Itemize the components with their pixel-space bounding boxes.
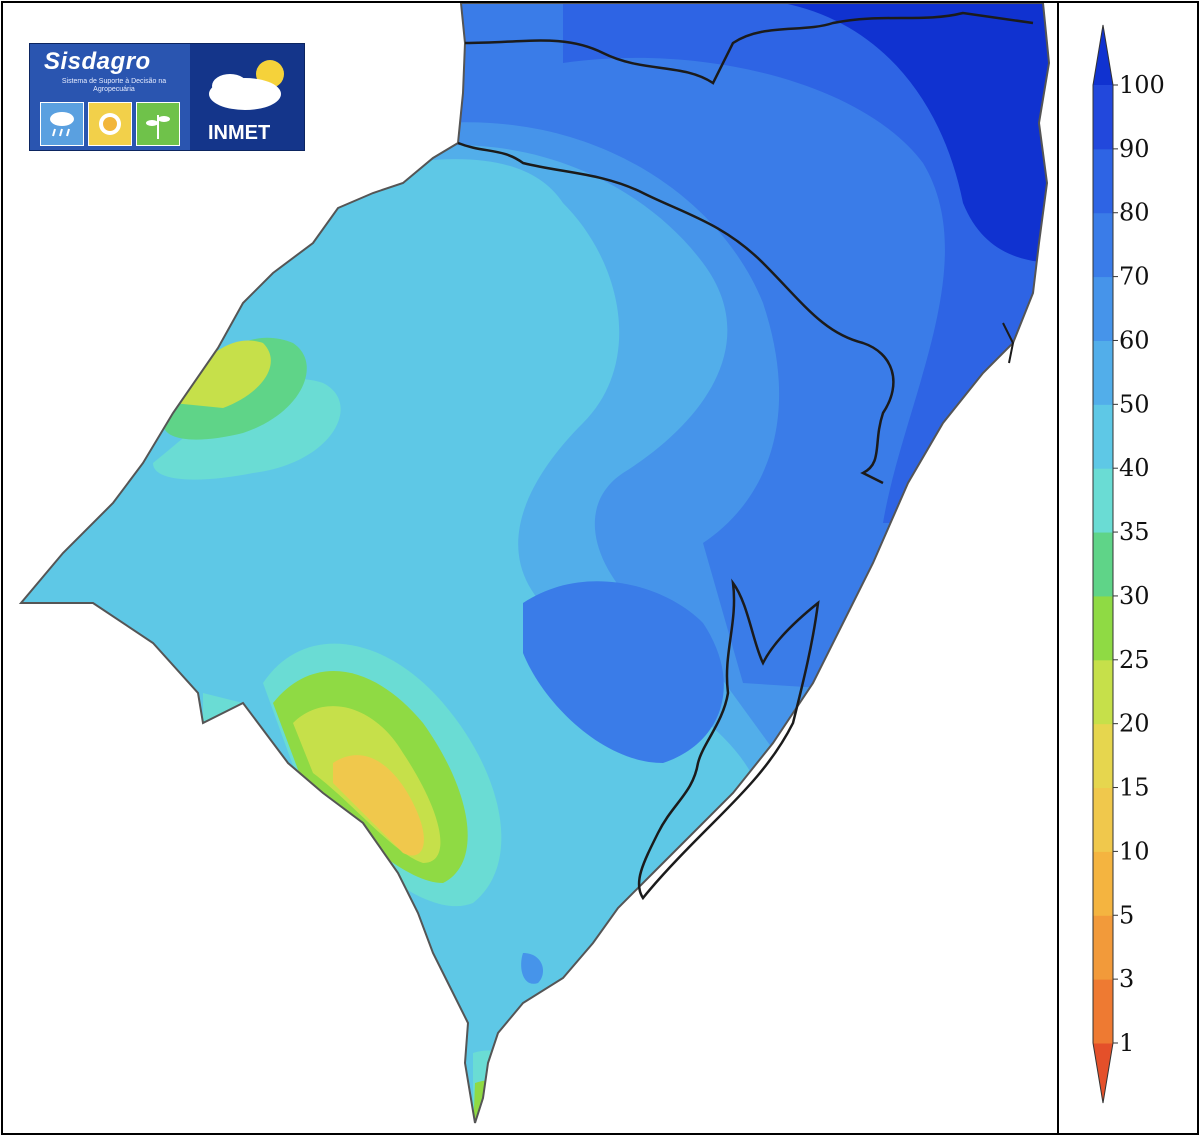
legend-bin-min bbox=[1093, 1043, 1113, 1103]
legend-bin bbox=[1093, 276, 1113, 341]
lagoa-dos-patos bbox=[637, 578, 820, 901]
legend-tick-label: 15 bbox=[1119, 774, 1150, 802]
legend-bin bbox=[1093, 212, 1113, 278]
legend-bin bbox=[1093, 979, 1113, 1044]
legend-tick-label: 70 bbox=[1119, 263, 1150, 291]
legend-tick-label: 5 bbox=[1119, 901, 1134, 929]
logo-agency: INMET bbox=[208, 122, 271, 144]
legend-bin bbox=[1093, 148, 1113, 214]
legend-tick-label: 20 bbox=[1119, 710, 1150, 738]
legend-tick-label: 100 bbox=[1119, 71, 1165, 99]
legend-bin bbox=[1093, 723, 1113, 789]
state-border-north bbox=[464, 11, 1034, 85]
map-panel: Sisdagro Sistema de Suporte à Decisão na… bbox=[1, 1, 1059, 1135]
coastline bbox=[18, 3, 1051, 1124]
legend-bin bbox=[1093, 85, 1113, 150]
legend-bin bbox=[1093, 915, 1113, 980]
legend-tick-label: 40 bbox=[1119, 454, 1150, 482]
legend-bin bbox=[1093, 532, 1113, 597]
legend-bin bbox=[1093, 404, 1113, 469]
legend-tick-label: 60 bbox=[1119, 326, 1150, 354]
sun-icon bbox=[88, 102, 132, 146]
legend-tick-label: 80 bbox=[1119, 199, 1150, 227]
rainfall-fill bbox=[21, 3, 1049, 1123]
color-scale-legend: 1 3 5 10 15 20 25 30 35 40 50 60 70 80 90 100 bbox=[1059, 1, 1199, 1135]
legend-bin bbox=[1093, 659, 1113, 725]
legend-tick-label: 50 bbox=[1119, 390, 1150, 418]
rain-cloud-icon bbox=[40, 102, 84, 146]
legend-tick-label: 3 bbox=[1119, 965, 1134, 993]
sisdagro-inmet-logo: Sisdagro Sistema de Suporte à Decisão na… bbox=[29, 43, 305, 151]
legend-bin bbox=[1093, 468, 1113, 533]
legend-tick-label: 1 bbox=[1119, 1029, 1134, 1057]
logo-title: Sisdagro bbox=[44, 48, 151, 75]
legend-bin bbox=[1093, 595, 1113, 661]
rainfall-map bbox=[18, 3, 1051, 1124]
legend-tick-label: 35 bbox=[1119, 518, 1150, 546]
legend-tick-label: 10 bbox=[1119, 837, 1150, 865]
inmet-panel bbox=[190, 44, 304, 150]
coastal-inlet bbox=[1002, 322, 1015, 364]
legend-bin-max bbox=[1093, 25, 1113, 85]
legend-tick-label: 30 bbox=[1119, 582, 1150, 610]
legend-bin bbox=[1093, 340, 1113, 405]
cloud-sun-icon bbox=[209, 60, 284, 110]
legend-tick-label: 90 bbox=[1119, 135, 1150, 163]
plant-icon bbox=[136, 102, 180, 146]
sisdagro-panel: Sisdagro Sistema de Suporte à Decisão na… bbox=[30, 44, 190, 150]
state-border-south bbox=[457, 141, 895, 485]
legend-bin bbox=[1093, 851, 1113, 916]
logo-subtitle: Sistema de Suporte à Decisão na Agropecu… bbox=[61, 78, 167, 93]
legend-bin bbox=[1093, 787, 1113, 852]
legend-tick-label: 25 bbox=[1119, 646, 1150, 674]
